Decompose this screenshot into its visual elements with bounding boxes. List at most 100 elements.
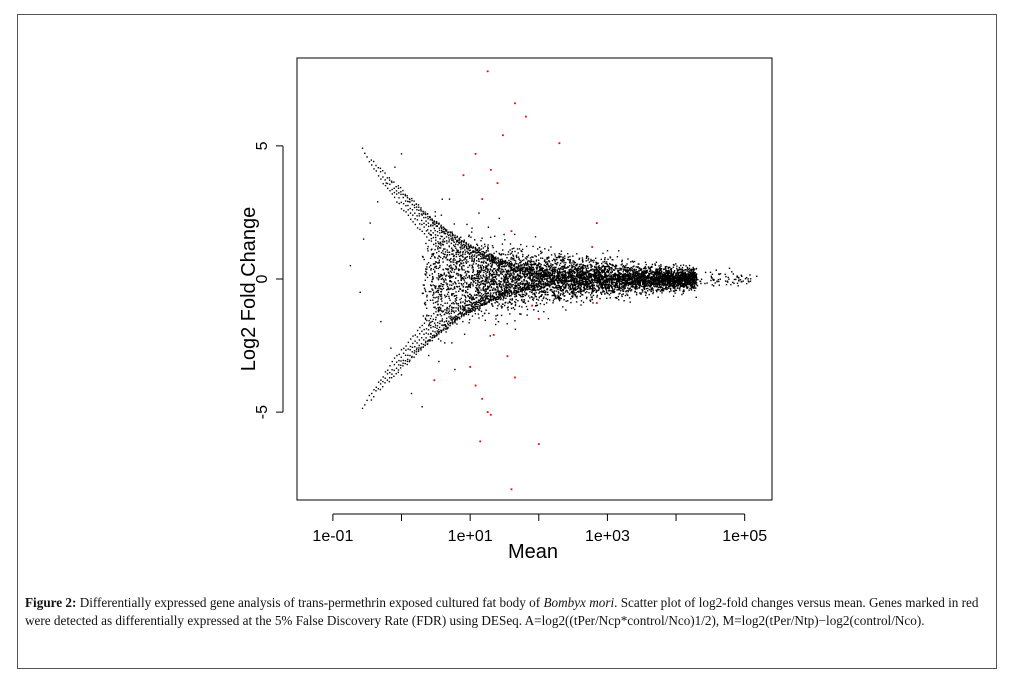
scatter-point <box>511 268 514 271</box>
scatter-point <box>451 294 453 297</box>
scatter-point <box>559 287 561 289</box>
scatter-point <box>645 277 648 279</box>
scatter-point <box>439 247 442 249</box>
scatter-point <box>546 268 548 270</box>
scatter-point <box>637 283 640 286</box>
scatter-point <box>501 262 503 265</box>
scatter-point <box>693 278 695 280</box>
scatter-point <box>580 288 582 291</box>
scatter-point <box>671 276 673 278</box>
scatter-point <box>613 269 616 271</box>
scatter-point <box>427 216 429 218</box>
scatter-point <box>536 276 538 278</box>
scatter-point <box>487 263 489 265</box>
scatter-point <box>453 245 456 248</box>
scatter-point <box>639 285 641 287</box>
scatter-point <box>490 269 492 271</box>
scatter-point <box>371 392 373 395</box>
scatter-point <box>580 304 582 306</box>
scatter-point <box>533 283 535 286</box>
scatter-point <box>581 283 583 286</box>
scatter-point <box>417 350 420 353</box>
scatter-point <box>404 195 407 197</box>
scatter-point <box>486 301 488 303</box>
scatter-point <box>453 255 455 257</box>
scatter-point <box>621 268 623 270</box>
scatter-point <box>501 306 504 308</box>
scatter-point <box>439 306 441 308</box>
scatter-point <box>601 288 604 290</box>
scatter-point <box>465 256 467 259</box>
scatter-point <box>545 272 548 274</box>
scatter-point <box>439 309 442 311</box>
scatter-point <box>621 266 624 268</box>
scatter-point <box>431 255 433 257</box>
scatter-point <box>603 270 605 272</box>
scatter-point <box>531 273 533 276</box>
scatter-point <box>429 339 431 341</box>
scatter-point <box>532 256 534 258</box>
scatter-point <box>476 269 479 272</box>
scatter-point <box>473 298 476 300</box>
scatter-point <box>479 287 481 289</box>
scatter-point <box>592 276 595 278</box>
scatter-point <box>422 343 425 346</box>
scatter-point <box>429 299 432 301</box>
scatter-point <box>493 260 495 263</box>
scatter-point <box>550 278 552 280</box>
scatter-point <box>626 293 628 295</box>
scatter-point <box>571 276 573 278</box>
scatter-point <box>406 360 409 363</box>
scatter-point <box>438 276 440 279</box>
scatter-point <box>676 269 679 271</box>
scatter-point <box>449 322 451 324</box>
scatter-point <box>437 247 439 249</box>
scatter-point <box>495 257 497 260</box>
scatter-point <box>461 260 464 262</box>
scatter-point <box>485 257 487 259</box>
scatter-point <box>411 197 413 200</box>
scatter-point <box>468 245 470 247</box>
scatter-point <box>512 259 514 261</box>
scatter-point <box>413 200 415 202</box>
scatter-point <box>499 290 501 292</box>
scatter-point <box>479 298 482 301</box>
scatter-point <box>676 265 678 267</box>
scatter-point <box>412 214 414 216</box>
scatter-point <box>418 215 421 217</box>
scatter-point <box>505 284 507 287</box>
scatter-point <box>476 270 479 273</box>
scatter-point <box>497 265 499 267</box>
scatter-point <box>557 284 559 287</box>
scatter-point <box>402 362 404 364</box>
scatter-point <box>520 264 522 266</box>
scatter-point <box>478 290 480 292</box>
scatter-point <box>497 298 499 300</box>
scatter-point <box>447 291 450 293</box>
scatter-point <box>536 288 539 290</box>
scatter-point <box>490 266 493 268</box>
scatter-point <box>391 360 393 363</box>
scatter-point <box>468 307 470 310</box>
scatter-point <box>562 272 564 274</box>
scatter-point <box>469 293 472 296</box>
scatter-point <box>606 290 608 292</box>
scatter-point <box>538 266 541 268</box>
scatter-point <box>592 270 594 272</box>
scatter-point <box>557 256 559 259</box>
scatter-point <box>569 260 571 263</box>
scatter-point <box>563 262 565 264</box>
scatter-point <box>470 281 472 284</box>
scatter-point <box>613 281 615 284</box>
scatter-point <box>683 270 685 272</box>
scatter-point <box>549 286 551 288</box>
scatter-point <box>431 273 433 275</box>
scatter-point <box>431 248 433 250</box>
scatter-point <box>585 274 587 276</box>
scatter-point <box>441 311 444 313</box>
scatter-point <box>527 283 529 286</box>
scatter-point <box>658 284 660 286</box>
scatter-point <box>619 292 621 294</box>
scatter-point <box>478 267 480 269</box>
scatter-point <box>648 282 651 285</box>
